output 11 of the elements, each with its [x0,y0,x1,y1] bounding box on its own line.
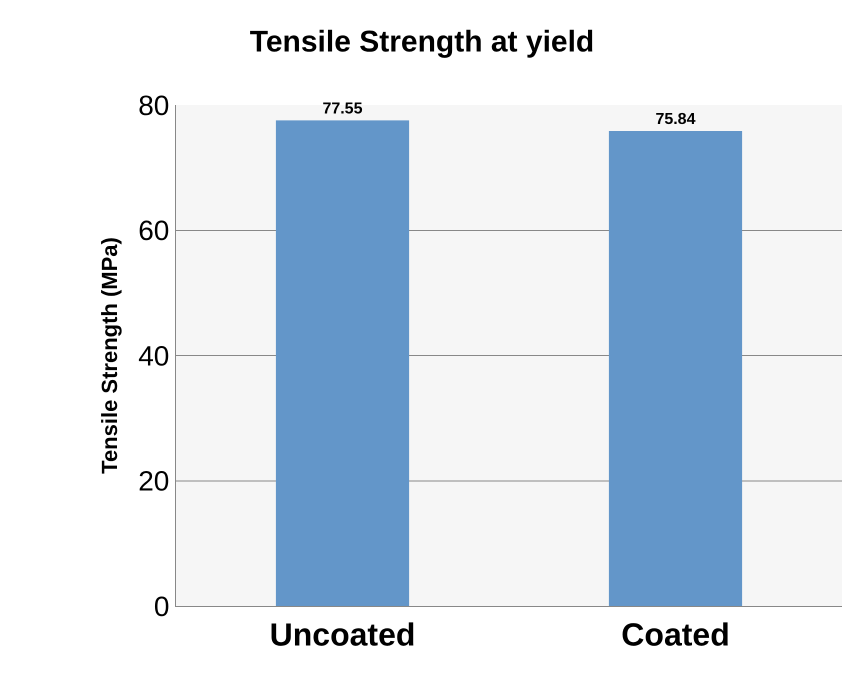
y-tick-label: 60 [138,215,170,246]
x-tick-label: Coated [621,616,730,652]
data-label: 77.55 [322,100,363,118]
x-tick-label: Uncoated [270,616,416,652]
chart-title: Tensile Strength at yield [250,26,594,59]
y-tick-label: 80 [138,90,170,121]
y-tick-label: 0 [154,590,170,622]
y-tick-label: 40 [138,340,170,372]
y-axis-title: Tensile Strength (MPa) [97,237,122,474]
y-tick-label: 20 [138,466,170,497]
data-label: 75.84 [655,111,696,128]
